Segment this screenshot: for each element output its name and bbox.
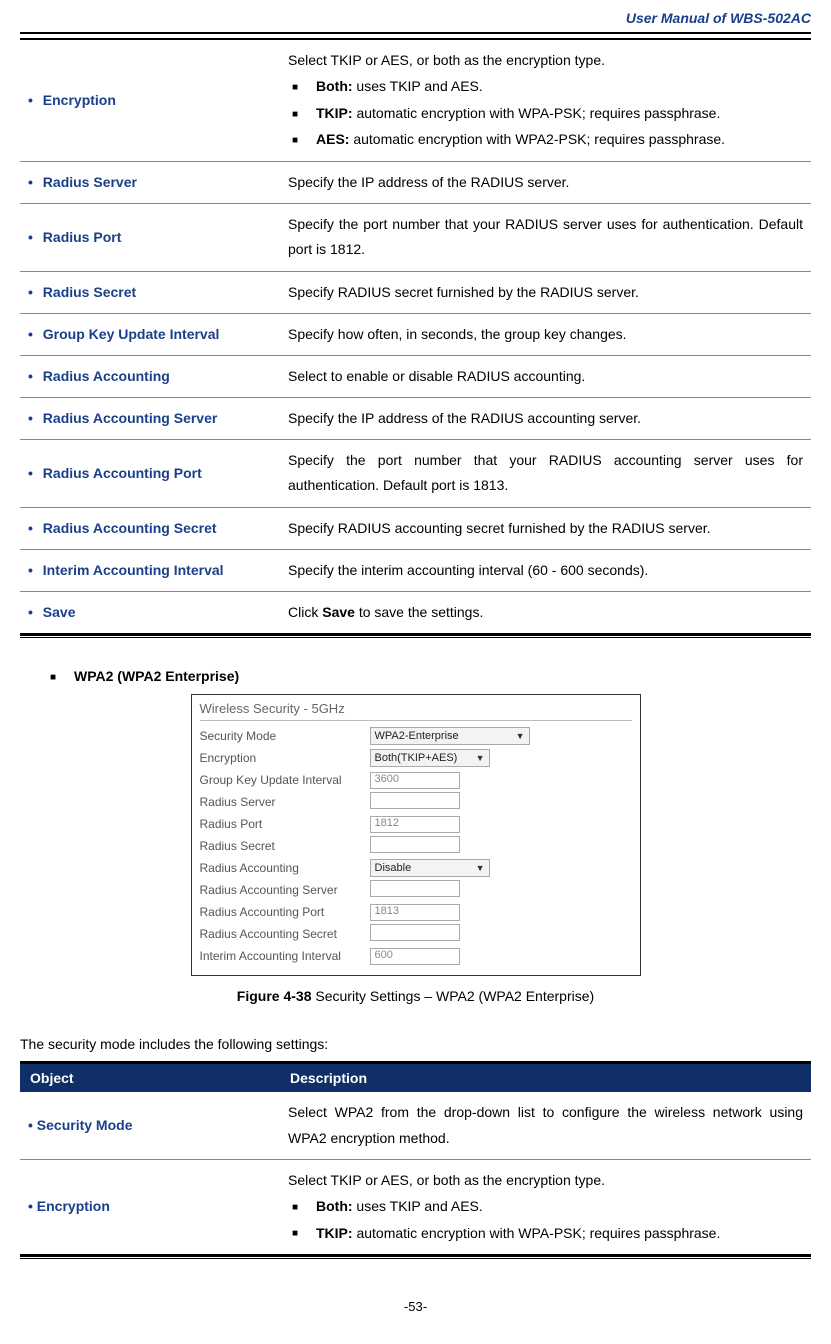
page-number: -53- [20,1299,811,1314]
screenshot-field-label: Radius Secret [200,839,370,853]
screenshot-row: Radius Secret [200,835,632,857]
screenshot-row: Radius Accounting Secret [200,923,632,945]
screenshot-select: Disable▼ [370,859,490,877]
figure-number: Figure 4-38 [237,988,312,1004]
screenshot-row: Radius Accounting Server [200,879,632,901]
param-desc: Specify the port number that your RADIUS… [280,440,811,507]
screenshot-input [370,792,460,809]
param-desc: Specify how often, in seconds, the group… [280,313,811,355]
param-desc: Specify the IP address of the RADIUS acc… [280,398,811,440]
config-table-2: Object Description • Security ModeSelect… [20,1061,811,1255]
wireless-security-screenshot: Wireless Security - 5GHz Security ModeWP… [191,694,641,976]
screenshot-field-label: Radius Port [200,817,370,831]
figure-caption-text: Security Settings – WPA2 (WPA2 Enterpris… [312,988,595,1004]
screenshot-field-label: Security Mode [200,729,370,743]
param-desc: Click Save to save the settings. [280,592,811,634]
param-label: • Radius Server [20,161,280,203]
screenshot-select: WPA2-Enterprise▼ [370,727,530,745]
param-desc: Select WPA2 from the drop-down list to c… [280,1092,811,1159]
screenshot-select: Both(TKIP+AES)▼ [370,749,490,767]
screenshot-row: EncryptionBoth(TKIP+AES)▼ [200,747,632,769]
param-desc: Specify RADIUS accounting secret furnish… [280,507,811,549]
param-desc: Specify the interim accounting interval … [280,549,811,591]
screenshot-field-label: Interim Accounting Interval [200,949,370,963]
col-description: Description [280,1063,811,1093]
screenshot-row: Group Key Update Interval3600 [200,769,632,791]
param-label: • Encryption [20,40,280,161]
param-label: • Group Key Update Interval [20,313,280,355]
doc-header: User Manual of WBS-502AC [20,10,811,34]
param-desc: Select TKIP or AES, or both as the encry… [280,1159,811,1254]
screenshot-row: Radius Accounting Port1813 [200,901,632,923]
param-desc: Specify the IP address of the RADIUS ser… [280,161,811,203]
param-label: • Encryption [20,1159,280,1254]
screenshot-row: Interim Accounting Interval600 [200,945,632,967]
col-object: Object [20,1063,280,1093]
param-desc: Specify RADIUS secret furnished by the R… [280,271,811,313]
section-heading-text: WPA2 (WPA2 Enterprise) [74,668,239,684]
screenshot-input [370,836,460,853]
param-desc: Specify the port number that your RADIUS… [280,204,811,271]
param-label: • Security Mode [20,1092,280,1159]
param-label: • Save [20,592,280,634]
section-heading-wpa2: ■WPA2 (WPA2 Enterprise) [50,668,811,684]
square-bullet-icon: ■ [50,672,74,683]
screenshot-input: 600 [370,948,460,965]
param-label: • Radius Accounting [20,355,280,397]
config-table-1: • EncryptionSelect TKIP or AES, or both … [20,40,811,634]
param-desc: Select to enable or disable RADIUS accou… [280,355,811,397]
screenshot-field-label: Radius Accounting Server [200,883,370,897]
param-label: • Radius Secret [20,271,280,313]
screenshot-title: Wireless Security - 5GHz [200,701,632,721]
param-label: • Radius Accounting Port [20,440,280,507]
screenshot-field-label: Group Key Update Interval [200,773,370,787]
screenshot-field-label: Radius Accounting Secret [200,927,370,941]
table2-lead: The security mode includes the following… [20,1032,811,1057]
figure-caption: Figure 4-38 Security Settings – WPA2 (WP… [20,988,811,1004]
param-label: • Radius Port [20,204,280,271]
screenshot-field-label: Radius Accounting Port [200,905,370,919]
screenshot-input [370,880,460,897]
param-desc: Select TKIP or AES, or both as the encry… [280,40,811,161]
screenshot-input [370,924,460,941]
screenshot-row: Radius AccountingDisable▼ [200,857,632,879]
screenshot-row: Security ModeWPA2-Enterprise▼ [200,725,632,747]
screenshot-row: Radius Port1812 [200,813,632,835]
param-label: • Radius Accounting Server [20,398,280,440]
screenshot-field-label: Radius Server [200,795,370,809]
screenshot-input: 1813 [370,904,460,921]
param-label: • Interim Accounting Interval [20,549,280,591]
screenshot-field-label: Radius Accounting [200,861,370,875]
param-label: • Radius Accounting Secret [20,507,280,549]
screenshot-field-label: Encryption [200,751,370,765]
screenshot-input: 3600 [370,772,460,789]
screenshot-row: Radius Server [200,791,632,813]
screenshot-input: 1812 [370,816,460,833]
